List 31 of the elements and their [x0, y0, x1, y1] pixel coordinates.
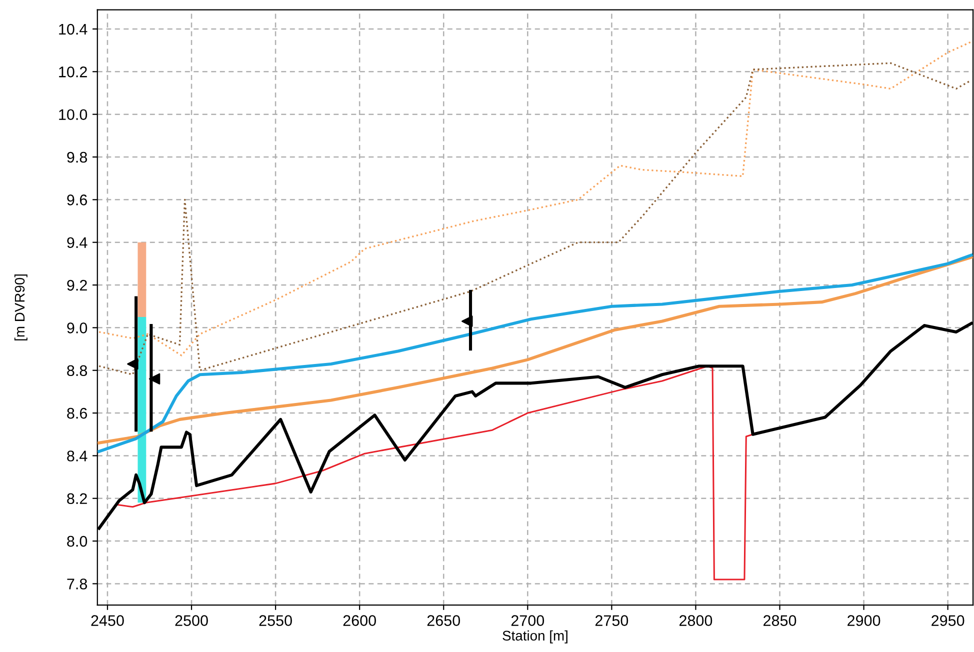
y-tick-label: 9.2 [67, 280, 87, 291]
point [127, 358, 138, 370]
y-tick-label: 10.4 [59, 24, 88, 35]
y-tick-label: 8.8 [67, 365, 88, 376]
line-series [116, 365, 754, 580]
x-tick-label: 2750 [595, 615, 628, 626]
y-axis-title: [m DVR90] [14, 274, 28, 340]
y-tick-label: 8.0 [67, 536, 88, 547]
y-tick-label: 9.8 [67, 152, 88, 163]
x-axis-title: Station [m] [502, 630, 568, 644]
y-tick-label: 8.2 [67, 493, 87, 504]
y-tick-label: 7.8 [67, 578, 88, 590]
point [148, 373, 160, 384]
y-tick-label: 8.4 [67, 450, 88, 462]
x-tick-label: 2950 [932, 615, 964, 626]
x-tick-label: 2500 [175, 615, 208, 626]
y-tick-label: 9.4 [67, 237, 88, 248]
y-tick-label: 9.6 [67, 194, 88, 206]
x-tick-label: 2850 [764, 615, 796, 626]
y-tick-label: 9.0 [67, 322, 88, 334]
y-tick-label: 10.0 [59, 109, 88, 120]
x-tick-label: 2550 [259, 615, 292, 626]
x-tick-label: 2600 [343, 615, 376, 626]
y-tick-label: 10.2 [59, 66, 87, 78]
y-tick-label: 8.6 [67, 408, 88, 419]
x-tick-label: 2450 [91, 615, 124, 626]
point [462, 316, 473, 327]
x-tick-label: 2800 [679, 615, 712, 626]
x-tick-label: 2900 [848, 615, 880, 626]
x-tick-label: 2700 [511, 615, 544, 626]
x-tick-label: 2650 [427, 615, 460, 626]
